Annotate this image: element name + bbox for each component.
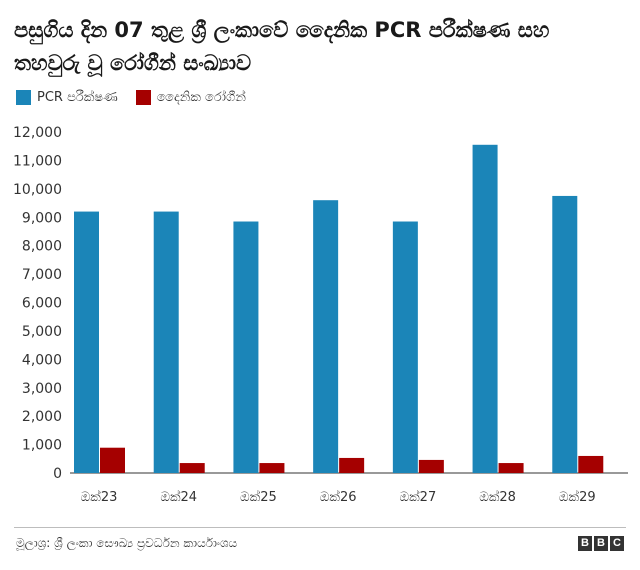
bbc-logo: B B C xyxy=(578,536,624,551)
source-note: මූලාශ්‍ර: ශ්‍රී ලංකා සෞඛ්‍ය ප්‍රවර්ධන කා… xyxy=(16,536,238,550)
bar-pcr xyxy=(74,211,99,474)
bar-pcr xyxy=(552,195,578,473)
y-tick-label: 6,000 xyxy=(22,296,62,312)
bar-cases xyxy=(100,447,125,473)
legend-swatch-pcr xyxy=(16,90,31,105)
x-tick-label: ඔක්29 xyxy=(559,489,596,505)
bar-chart: 0 1,000 2,000 3,000 4,000 5,000 6,000 7,000 8,00… xyxy=(13,125,628,505)
bar-pcr xyxy=(233,221,259,473)
footer-divider xyxy=(14,527,626,528)
bar-cases xyxy=(339,457,365,473)
y-tick-label: 5,000 xyxy=(22,324,62,340)
bar-pcr xyxy=(392,221,418,473)
bar-pcr xyxy=(153,211,179,474)
x-tick-label: ඔක්24 xyxy=(160,489,197,505)
bar-pcr xyxy=(313,200,339,473)
legend-label-cases: දෛනික රෝගීන් xyxy=(156,90,246,105)
y-tick-label: 4,000 xyxy=(22,352,62,368)
x-tick-label: ඔක්27 xyxy=(399,489,436,505)
y-tick-label: 1,000 xyxy=(22,438,62,454)
x-tick-label: ඔක්25 xyxy=(240,489,277,505)
legend-label-pcr: PCR පරීක්ෂණ xyxy=(37,90,118,105)
y-tick-label: 12,000 xyxy=(13,125,62,141)
x-tick-label: ඔක්26 xyxy=(320,489,357,505)
bar-cases xyxy=(498,463,524,473)
legend-item-pcr: PCR පරීක්ෂණ xyxy=(16,90,118,105)
bar-cases xyxy=(259,463,285,473)
bar-pcr xyxy=(472,144,498,473)
bar-cases xyxy=(578,455,604,473)
y-tick-label: 0 xyxy=(53,466,62,482)
chart-title: පසුගිය දින 07 තුළ ශ්‍රී ලංකාවේ දෛනික PCR… xyxy=(14,18,550,75)
y-tick-label: 10,000 xyxy=(13,182,62,198)
bar-cases xyxy=(179,463,205,473)
y-tick-label: 3,000 xyxy=(22,381,62,397)
bbc-logo-letter: B xyxy=(594,536,608,551)
x-tick-label: ඔක්23 xyxy=(81,489,118,505)
y-tick-label: 2,000 xyxy=(22,409,62,425)
bbc-logo-letter: B xyxy=(578,536,592,551)
y-tick-label: 7,000 xyxy=(22,267,62,283)
y-tick-label: 11,000 xyxy=(13,153,62,169)
bar-cases xyxy=(418,459,444,473)
bbc-logo-letter: C xyxy=(610,536,624,551)
legend-swatch-cases xyxy=(135,90,151,105)
x-tick-label: ඔක්28 xyxy=(479,489,516,505)
y-tick-label: 8,000 xyxy=(22,239,62,255)
legend-item-cases: දෛනික රෝගීන් xyxy=(135,90,246,105)
chart-legend: PCR පරීක්ෂණ දෛනික රෝගීන් xyxy=(16,90,264,105)
y-tick-label: 9,000 xyxy=(22,210,62,226)
